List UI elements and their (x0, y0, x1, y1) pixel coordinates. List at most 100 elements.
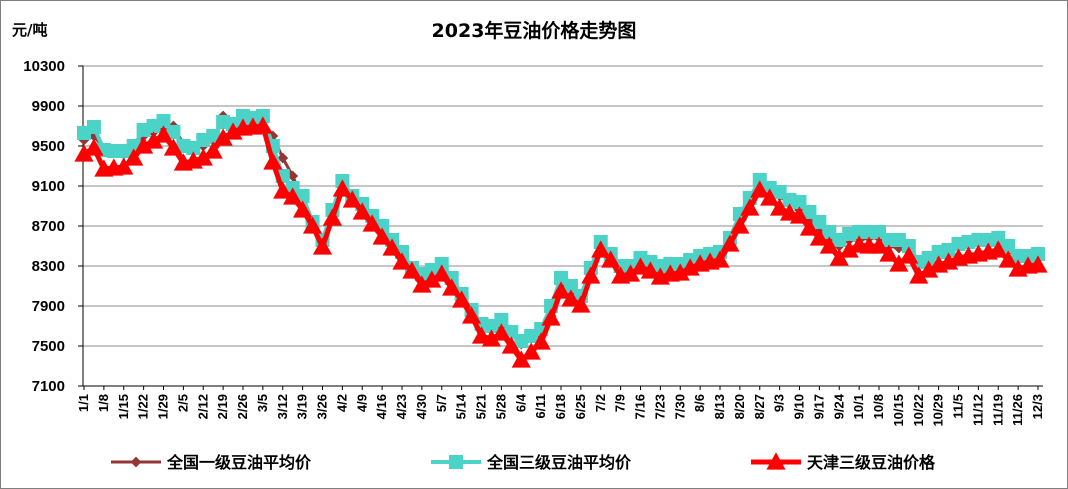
data-point (283, 187, 303, 205)
data-point (382, 238, 402, 256)
data-point (799, 218, 820, 236)
x-tick-label: 2/12 (195, 394, 210, 419)
data-point (392, 252, 412, 270)
data-point (879, 244, 899, 262)
data-point (491, 323, 511, 341)
data-point (432, 264, 452, 282)
series-line (82, 114, 1039, 343)
data-point (193, 148, 213, 166)
data-point (740, 198, 760, 216)
x-tick-label: 6/11 (533, 394, 548, 419)
data-point (869, 236, 889, 254)
data-point (153, 125, 174, 143)
x-tick-label: 9/17 (811, 394, 826, 419)
data-point (889, 254, 909, 272)
x-tick-label: 11/5 (951, 394, 966, 419)
data-point (770, 198, 790, 216)
data-point (551, 281, 571, 299)
x-tick-label: 9/3 (772, 394, 787, 412)
data-point (750, 180, 770, 198)
x-tick-label: 2/5 (175, 394, 190, 412)
y-tick-label: 10300 (23, 58, 65, 75)
y-tick-label: 9500 (32, 138, 65, 155)
data-point (263, 152, 283, 170)
data-point (829, 248, 849, 266)
y-tick-label: 7100 (32, 378, 65, 395)
x-tick-label: 5/7 (434, 394, 449, 412)
series-2 (77, 109, 1045, 348)
x-tick-label: 10/22 (911, 394, 926, 427)
data-point (919, 260, 939, 278)
series-3 (74, 116, 1048, 368)
data-point (640, 261, 661, 279)
data-point (86, 120, 101, 134)
data-point (163, 138, 184, 156)
gridlines (83, 65, 1043, 347)
data-point (342, 190, 362, 208)
data-point (730, 216, 750, 234)
data-point (481, 329, 502, 347)
legend-label: 全国一级豆油平均价 (166, 453, 312, 472)
x-tick-label: 1/1 (76, 394, 91, 412)
data-point (84, 138, 104, 156)
x-tick-label: 11/19 (990, 394, 1005, 426)
data-point (988, 240, 1008, 258)
x-tick-label: 2/19 (215, 394, 230, 419)
data-point (809, 228, 829, 246)
data-point (156, 114, 171, 128)
x-tick-label: 8/20 (732, 394, 747, 419)
data-point (74, 144, 94, 162)
data-point (114, 157, 134, 175)
x-tick-label: 3/19 (295, 394, 310, 419)
x-tick-label: 1/8 (96, 394, 111, 412)
data-point (541, 308, 561, 326)
data-point (287, 170, 299, 182)
x-tick-label: 7/23 (652, 394, 667, 419)
data-point (277, 152, 289, 164)
x-tick-label: 3/12 (275, 394, 290, 419)
y-axis-unit-label: 元/吨 (12, 21, 47, 39)
legend-item-3: 天津三级豆油价格 (751, 452, 936, 472)
data-point (362, 214, 382, 232)
x-tick-label: 8/13 (712, 394, 727, 419)
data-point (909, 266, 929, 284)
data-point (630, 257, 651, 275)
x-tick-label: 3/5 (255, 394, 270, 412)
y-tick-label: 9100 (32, 178, 65, 195)
data-point (442, 278, 462, 296)
legend-item-2: 全国三级豆油平均价 (431, 453, 632, 472)
data-point (422, 270, 442, 288)
y-tick-label: 7500 (32, 338, 65, 355)
data-point (352, 202, 372, 220)
y-tick-label: 8700 (32, 218, 65, 235)
x-tick-label: 9/24 (831, 393, 846, 419)
data-point (766, 452, 786, 470)
x-tick-label: 5/21 (474, 394, 489, 419)
legend-item-1: 全国一级豆油平均价 (111, 453, 312, 472)
legend-label: 全国三级豆油平均价 (486, 453, 632, 472)
x-tick-label: 7/30 (672, 394, 687, 419)
x-tick-label: 4/30 (414, 394, 429, 419)
x-tick-label: 3/26 (315, 394, 330, 419)
data-point (571, 295, 591, 313)
x-tick-label: 12/3 (1030, 394, 1045, 419)
x-tick-label: 1/22 (136, 394, 151, 419)
x-tick-label: 11/26 (1010, 394, 1025, 426)
data-point (124, 148, 144, 166)
data-point (581, 266, 601, 284)
data-point (839, 240, 859, 258)
data-point (819, 236, 839, 254)
data-point (293, 200, 313, 218)
data-point (302, 216, 323, 234)
x-tick-label: 2/26 (235, 394, 250, 419)
data-point (760, 188, 780, 206)
data-point (130, 456, 142, 468)
y-tick-label: 8300 (32, 258, 65, 275)
data-point (789, 206, 810, 224)
data-point (452, 290, 472, 308)
x-tick-label: 4/23 (394, 394, 409, 419)
data-point (402, 261, 422, 279)
data-point (213, 128, 233, 146)
data-point (1028, 255, 1048, 273)
x-tick-label: 7/16 (633, 394, 648, 419)
